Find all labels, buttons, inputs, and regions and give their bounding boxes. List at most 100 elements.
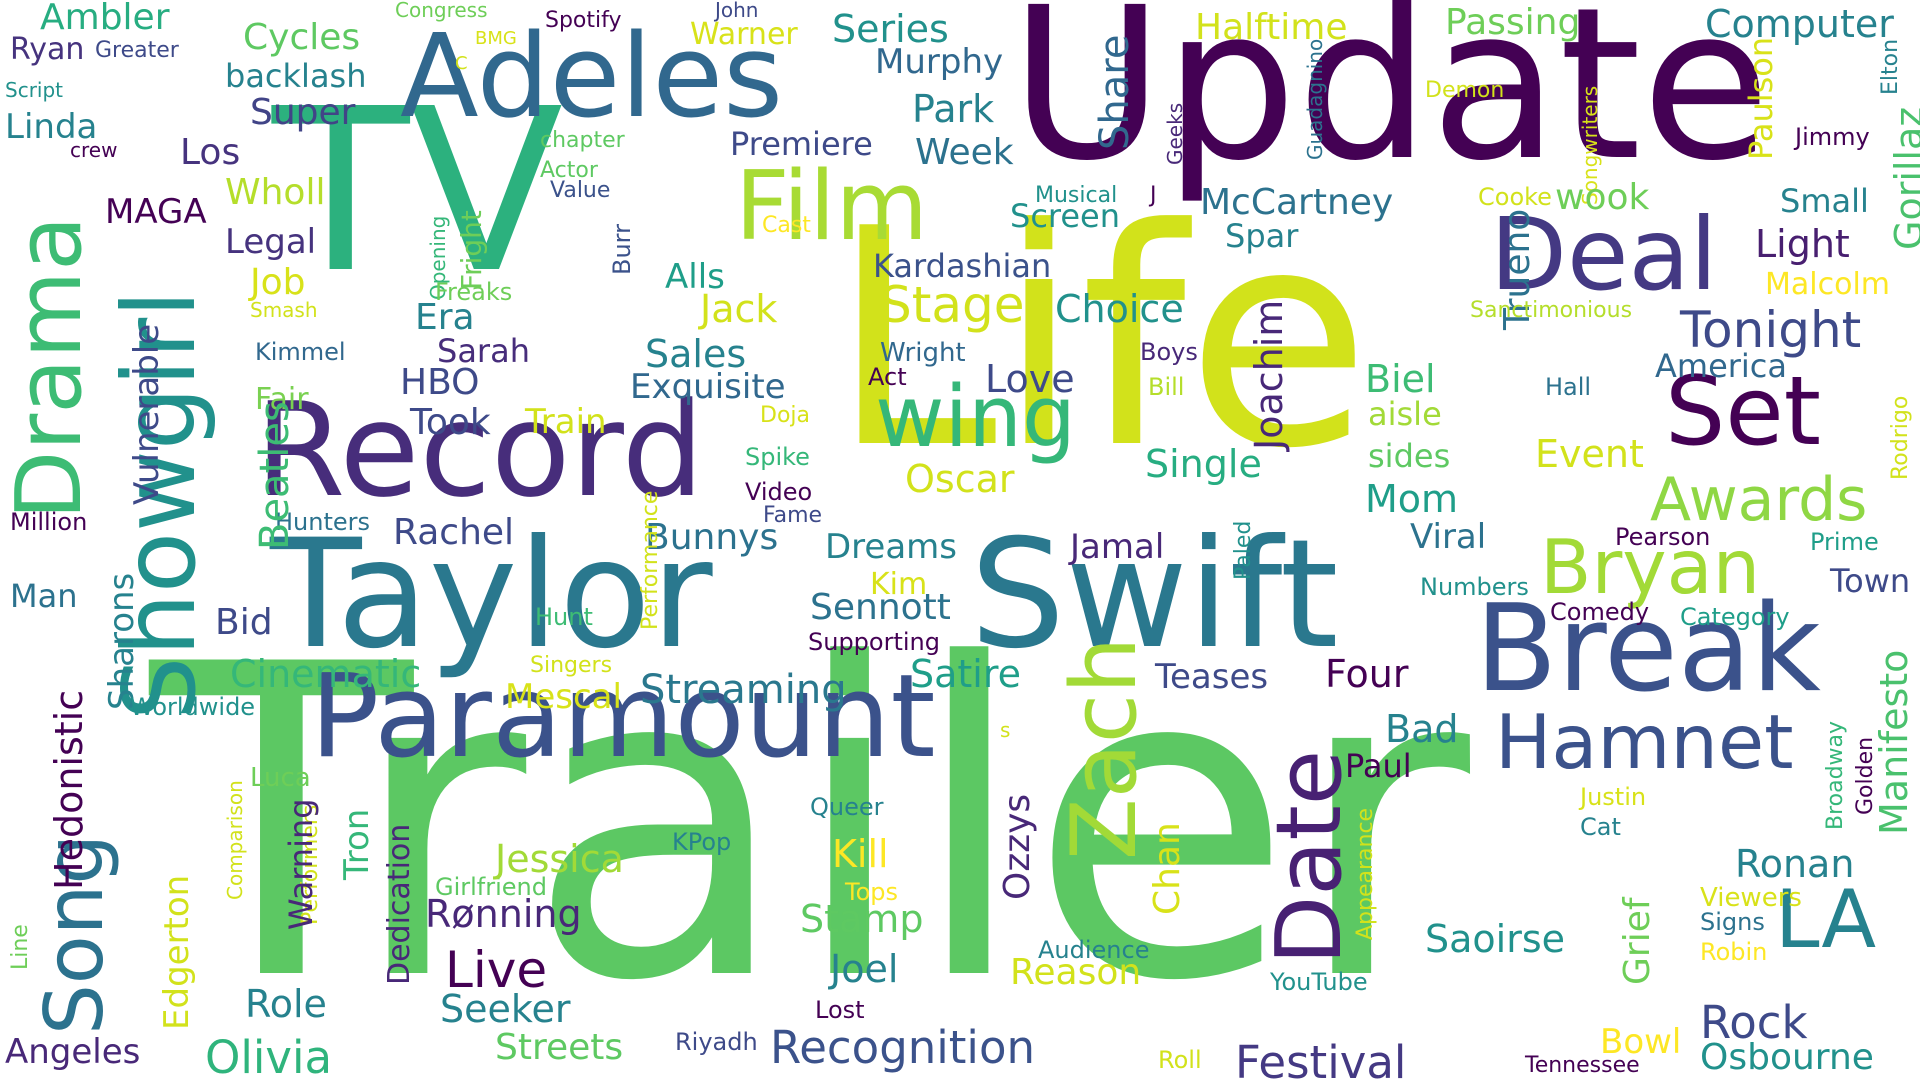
cloud-word: Tron (337, 808, 377, 880)
cloud-word: Ozzys (997, 793, 1038, 900)
cloud-word: Sales (645, 332, 747, 376)
cloud-word: Teases (1155, 657, 1269, 697)
cloud-word: Life (830, 165, 1371, 514)
cloud-word: Paul (1345, 747, 1412, 785)
cloud-word: Ronan (1735, 842, 1855, 886)
cloud-word: Deal (1490, 196, 1718, 313)
cloud-word: Million (10, 508, 88, 536)
cloud-word: Screen (1010, 197, 1121, 235)
cloud-word: Dreams (825, 527, 957, 567)
cloud-word: Chan (1147, 822, 1188, 915)
cloud-word: Joachim (1247, 299, 1291, 450)
cloud-word: Ryan (10, 32, 85, 67)
cloud-word: Date (1257, 749, 1362, 965)
cloud-word: Warner (690, 17, 798, 52)
cloud-word: Riyadh (675, 1028, 758, 1056)
cloud-word: Value (550, 178, 611, 203)
cloud-word: LA (1775, 873, 1877, 966)
cloud-word: Signs (1700, 908, 1765, 936)
cloud-word: Park (912, 87, 995, 131)
cloud-word: Viewers (1700, 883, 1802, 913)
cloud-word: Era (415, 297, 475, 338)
cloud-word: Exquisite (630, 367, 786, 407)
cloud-word: Boys (1140, 338, 1198, 366)
cloud-word: Record (255, 374, 705, 526)
cloud-word: Sanctimonious (1470, 298, 1633, 323)
cloud-word: Event (1535, 432, 1644, 476)
cloud-word: Los (180, 132, 241, 173)
cloud-word: Musical (1035, 183, 1118, 208)
cloud-word: Ambler (40, 0, 170, 38)
cloud-word: Rock (1700, 996, 1808, 1049)
cloud-word: Awards (1650, 465, 1868, 535)
cloud-word: Took (410, 402, 491, 443)
cloud-word: Paramount (310, 650, 936, 784)
cloud-word: Grief (1617, 897, 1658, 985)
cloud-word: Gorillaz (1887, 106, 1920, 250)
cloud-word: Hamnet (1495, 698, 1794, 786)
cloud-word: Olivia (205, 1031, 333, 1080)
cloud-word: Beatles (252, 401, 298, 550)
cloud-word: backlash (225, 57, 367, 95)
cloud-word: Bunnys (645, 517, 779, 558)
cloud-word: Wright (880, 338, 966, 368)
cloud-word: America (1655, 347, 1787, 385)
cloud-word: Cycles (243, 17, 361, 58)
cloud-word: Video (745, 478, 813, 506)
cloud-word: J (1150, 183, 1157, 208)
cloud-word: Satire (910, 652, 1022, 696)
cloud-word: Kim (870, 567, 928, 602)
cloud-word: Worldwide (130, 693, 256, 721)
cloud-word: Burr (608, 224, 636, 275)
cloud-word: Saoirse (1425, 917, 1566, 961)
cloud-word: Mom (1365, 477, 1459, 521)
cloud-word: Paulson (1742, 36, 1780, 160)
cloud-word: Linda (5, 107, 98, 147)
cloud-word: Manifesto (1872, 649, 1916, 835)
cloud-word: Kill (832, 832, 889, 876)
cloud-word: Update (1010, 0, 1771, 207)
cloud-word: Live (445, 941, 548, 999)
cloud-word: Viral (1410, 517, 1487, 557)
cloud-word: Bad (1385, 707, 1459, 751)
cloud-word: Guadagnino (1303, 38, 1327, 160)
cloud-word: Bill (1148, 373, 1185, 401)
cloud-word: TV (272, 61, 564, 323)
cloud-word: C (455, 53, 468, 74)
cloud-word: chapter (540, 128, 625, 153)
cloud-word: Hunt (535, 603, 593, 631)
cloud-word: Fame (763, 503, 823, 528)
cloud-word: Tops (845, 878, 899, 906)
cloud-word: Streets (495, 1027, 624, 1068)
cloud-word: Adeles (400, 10, 784, 144)
cloud-word: Audience (1038, 936, 1150, 964)
cloud-word: Performance (638, 490, 663, 630)
cloud-word: Four (1325, 652, 1409, 696)
cloud-word: Seeker (440, 987, 571, 1031)
cloud-word: Freaks (435, 278, 513, 306)
cloud-word: wook (1555, 177, 1650, 218)
cloud-word: Demon (1425, 78, 1505, 103)
cloud-word: Premiere (730, 125, 873, 163)
cloud-word: Spar (1225, 217, 1299, 255)
cloud-word: Rachel (393, 512, 515, 553)
cloud-word: Stamp (800, 897, 924, 941)
cloud-word: Supporting (808, 628, 940, 656)
cloud-word: Numbers (1420, 573, 1529, 601)
cloud-word: Super (250, 92, 356, 133)
cloud-word: Computer (1705, 2, 1894, 46)
cloud-word: Reason (1010, 952, 1142, 993)
cloud-word: Man (10, 577, 78, 615)
cloud-word: BMG (475, 28, 517, 49)
cloud-word: wing (875, 368, 1076, 467)
cloud-word: John (715, 0, 759, 22)
cloud-word: YouTube (1270, 968, 1368, 996)
cloud-word: Kimmel (255, 338, 346, 366)
cloud-word: Break (1475, 580, 1821, 719)
cloud-word: Film (735, 152, 929, 262)
cloud-word: Elton (1878, 38, 1903, 95)
cloud-word: Spotify (545, 8, 622, 33)
cloud-word: Rønning (425, 892, 582, 936)
cloud-word: Sarah (437, 332, 530, 370)
cloud-word: Rodrigo (1888, 395, 1913, 480)
